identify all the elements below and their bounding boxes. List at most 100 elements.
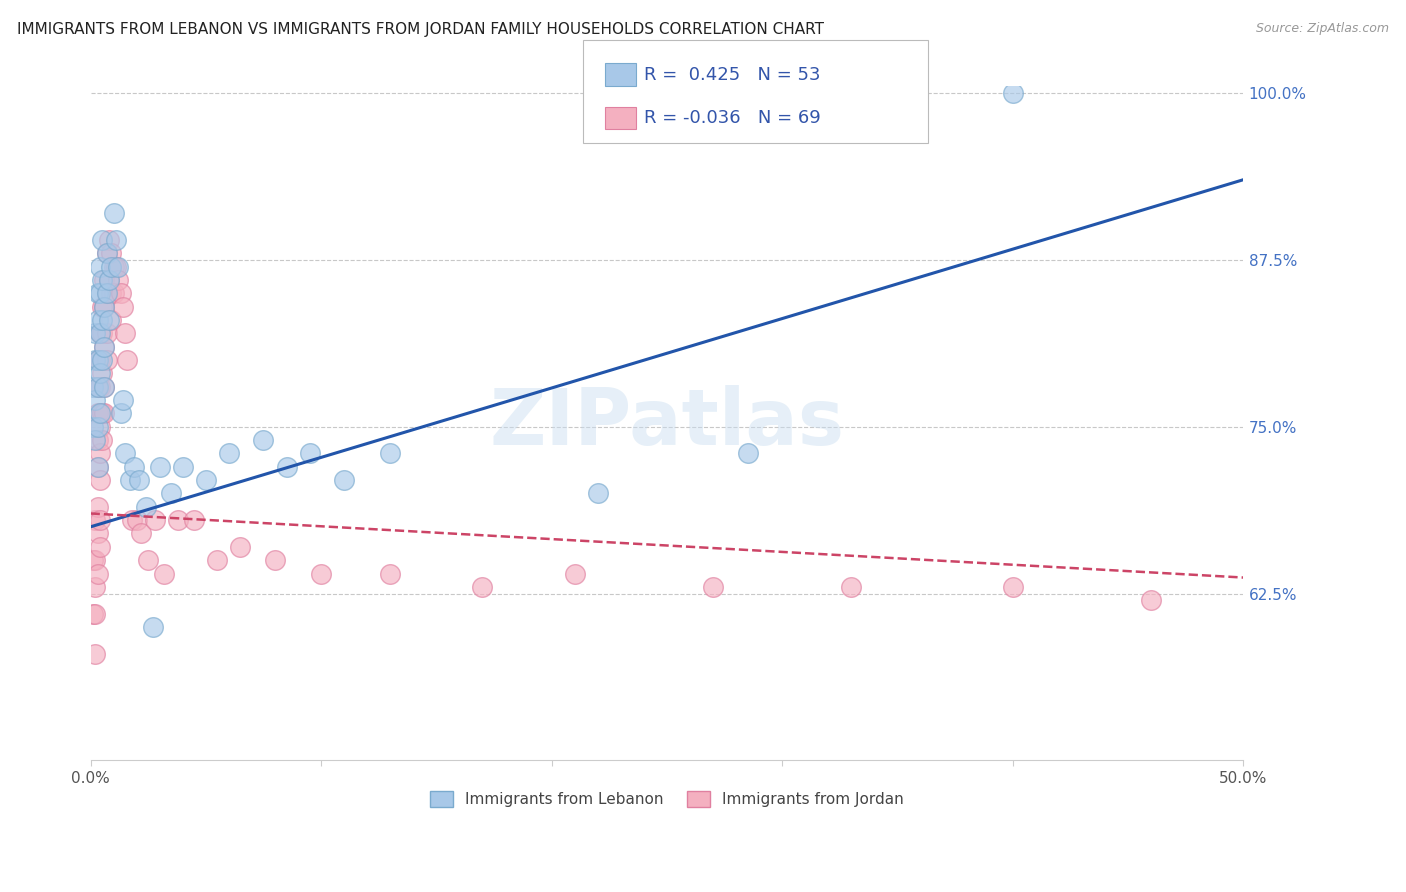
Point (86, 379, 108, 393)
Point (84, 326, 107, 341)
Point (89, 326, 111, 341)
Point (111, 300, 134, 314)
Point (98, 233, 121, 247)
Point (143, 513, 166, 527)
Point (89, 353, 111, 368)
Point (142, 620, 165, 634)
Point (84, 433, 107, 447)
Point (89, 473, 111, 487)
Point (82, 419, 104, 434)
Point (111, 392, 134, 407)
Point (167, 513, 190, 527)
Point (135, 500, 157, 514)
Point (96, 326, 118, 341)
Point (103, 260, 125, 274)
Point (218, 446, 240, 460)
Point (98, 313, 121, 327)
Point (84, 647, 107, 661)
Point (84, 607, 107, 621)
Point (96, 246, 118, 260)
Point (86, 459, 108, 474)
Point (86, 313, 108, 327)
Point (82, 607, 104, 621)
Point (86, 433, 108, 447)
Point (564, 566, 586, 581)
Point (86, 419, 108, 434)
Point (104, 233, 127, 247)
Point (309, 566, 332, 581)
Point (93, 379, 115, 393)
Point (1001, 580, 1024, 594)
Point (91, 313, 114, 327)
Point (98, 273, 121, 287)
Point (91, 273, 114, 287)
Point (194, 473, 217, 487)
Point (89, 513, 111, 527)
Point (114, 446, 136, 460)
Point (91, 233, 114, 247)
Point (86, 286, 108, 301)
Point (91, 433, 114, 447)
Point (82, 553, 104, 567)
Point (86, 353, 108, 368)
Point (100, 246, 122, 260)
Point (380, 566, 402, 581)
Legend: Immigrants from Lebanon, Immigrants from Jordan: Immigrants from Lebanon, Immigrants from… (425, 785, 910, 814)
Point (89, 367, 111, 381)
Point (100, 313, 122, 327)
Point (84, 353, 107, 368)
Point (98, 273, 121, 287)
Point (100, 286, 122, 301)
Point (114, 326, 136, 341)
Text: R = -0.036   N = 69: R = -0.036 N = 69 (644, 109, 821, 127)
Point (103, 206, 125, 220)
Point (183, 513, 205, 527)
Text: ZIPatlas: ZIPatlas (489, 385, 845, 461)
Point (264, 553, 287, 567)
Point (100, 260, 122, 274)
Point (86, 379, 108, 393)
Point (86, 353, 108, 368)
Point (207, 553, 229, 567)
Point (84, 580, 107, 594)
Text: Source: ZipAtlas.com: Source: ZipAtlas.com (1256, 22, 1389, 36)
Point (104, 260, 127, 274)
Point (298, 446, 321, 460)
Point (84, 392, 107, 407)
Point (86, 459, 108, 474)
Point (586, 486, 609, 500)
Point (276, 459, 298, 474)
Point (229, 540, 252, 554)
Point (107, 273, 129, 287)
Point (86, 526, 108, 541)
Point (172, 459, 194, 474)
Point (136, 553, 159, 567)
Point (121, 513, 143, 527)
Point (93, 300, 115, 314)
Point (89, 286, 111, 301)
Point (86, 500, 108, 514)
Point (839, 580, 862, 594)
Point (118, 473, 141, 487)
Point (84, 553, 107, 567)
Point (117, 353, 139, 368)
Point (124, 459, 146, 474)
Point (89, 326, 111, 341)
Point (93, 340, 115, 354)
Point (86, 566, 108, 581)
Point (93, 340, 115, 354)
Point (91, 353, 114, 368)
Point (1140, 593, 1163, 607)
Point (93, 406, 115, 420)
Point (86, 406, 108, 420)
Point (89, 540, 111, 554)
Point (93, 273, 115, 287)
Point (702, 580, 724, 594)
Point (96, 353, 118, 368)
Point (89, 446, 111, 460)
Point (96, 286, 118, 301)
Point (131, 526, 153, 541)
Point (103, 286, 125, 301)
Point (89, 260, 111, 274)
Point (93, 300, 115, 314)
